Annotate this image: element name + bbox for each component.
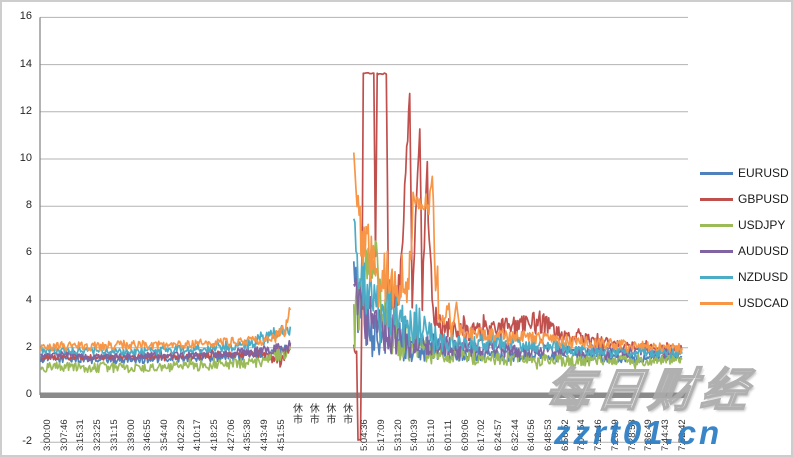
x-tick-label-29: 6:40:56 bbox=[526, 419, 538, 451]
x-tick-label-11: 4:27:06 bbox=[225, 419, 237, 451]
x-tick-label-35: 7:28:58 bbox=[626, 419, 638, 451]
x-tick-label-22: 5:40:39 bbox=[409, 419, 421, 451]
x-tick-label-3: 3:23:25 bbox=[92, 419, 104, 451]
x-tick-label-8: 4:02:29 bbox=[175, 419, 187, 451]
x-tick-label-9: 4:10:17 bbox=[192, 419, 204, 451]
x-tick-label-15: 休市 bbox=[290, 403, 302, 425]
x-tick-label-20: 5:17:09 bbox=[376, 419, 387, 451]
x-tick-label-23: 5:51:10 bbox=[426, 419, 438, 451]
y-tick-label-6: 6 bbox=[25, 246, 32, 259]
y-tick-label--2: -2 bbox=[22, 435, 32, 448]
x-tick-label-10: 4:18:25 bbox=[209, 419, 220, 451]
x-tick-label-26: 6:17:02 bbox=[476, 419, 488, 451]
x-tick-label-5: 3:39:00 bbox=[125, 419, 137, 451]
series-line-audusd-b bbox=[353, 277, 682, 361]
legend-label-eurusd: EURUSD bbox=[738, 166, 789, 180]
y-tick-label-0: 0 bbox=[25, 388, 32, 400]
series-line-nzdusd-a bbox=[40, 324, 292, 356]
x-tick-label-7: 3:54:40 bbox=[158, 419, 170, 451]
legend-line-swatch-gbpusd bbox=[700, 197, 733, 201]
legend-line-swatch-usdcad bbox=[700, 301, 733, 305]
y-tick-label-4: 4 bbox=[25, 293, 32, 306]
x-tick-label-38: 7:52:42 bbox=[676, 419, 688, 451]
legend-line-swatch-audusd bbox=[700, 249, 733, 253]
legend: EURUSD GBPUSD USDJPY AUDUSD NZDUSD USDCAD bbox=[700, 160, 789, 316]
x-tick-label-14: 4:51:55 bbox=[275, 419, 287, 451]
legend-item-usdcad[interactable]: USDCAD bbox=[700, 290, 789, 316]
legend-line-swatch-nzdusd bbox=[700, 275, 733, 279]
series-line-audusd-a bbox=[40, 339, 292, 363]
legend-label-usdcad: USDCAD bbox=[738, 296, 789, 310]
y-tick-label-12: 12 bbox=[19, 104, 32, 117]
legend-label-gbpusd: GBPUSD bbox=[738, 192, 789, 206]
y-tick-label-10: 10 bbox=[19, 152, 32, 164]
x-tick-label-1: 3:07:46 bbox=[58, 419, 70, 451]
x-tick-label-25: 6:09:06 bbox=[459, 419, 471, 451]
x-axis-zero-line bbox=[40, 392, 688, 398]
x-tick-label-24: 6:01:11 bbox=[442, 420, 454, 451]
x-tick-label-33: 7:12:46 bbox=[593, 419, 605, 451]
x-tick-label-30: 6:48:53 bbox=[543, 419, 554, 451]
x-tick-label-17: 休市 bbox=[323, 403, 335, 425]
x-tick-label-13: 4:43:49 bbox=[259, 419, 271, 451]
y-tick-label-8: 8 bbox=[25, 199, 32, 212]
x-tick-label-18: 休市 bbox=[340, 403, 352, 425]
x-tick-label-21: 5:31:20 bbox=[392, 419, 404, 451]
legend-line-swatch-usdjpy bbox=[700, 223, 733, 227]
x-tick-label-34: 7:20:49 bbox=[609, 419, 621, 451]
x-tick-label-6: 3:46:55 bbox=[142, 419, 154, 451]
x-tick-label-31: 6:56:52 bbox=[559, 419, 571, 451]
x-tick-label-2: 3:15:31 bbox=[75, 419, 87, 451]
legend-label-usdjpy: USDJPY bbox=[738, 218, 786, 232]
series-line-usdcad-b bbox=[352, 152, 683, 355]
y-tick-label-16: 16 bbox=[19, 10, 32, 23]
x-tick-label-0: 3:00:00 bbox=[42, 419, 53, 451]
x-tick-label-37: 7:44:43 bbox=[659, 419, 671, 451]
x-tick-label-28: 6:32:44 bbox=[509, 419, 521, 451]
legend-label-nzdusd: NZDUSD bbox=[738, 270, 788, 284]
legend-item-nzdusd[interactable]: NZDUSD bbox=[700, 264, 789, 290]
legend-item-audusd[interactable]: AUDUSD bbox=[700, 238, 789, 264]
x-tick-label-19: 5:04:36 bbox=[359, 419, 371, 451]
x-tick-label-27: 6:24:57 bbox=[492, 419, 504, 451]
legend-item-usdjpy[interactable]: USDJPY bbox=[700, 212, 789, 238]
legend-item-eurusd[interactable]: EURUSD bbox=[700, 160, 789, 186]
x-tick-label-4: 3:31:15 bbox=[108, 419, 120, 451]
y-tick-label-14: 14 bbox=[19, 57, 32, 70]
series-line-usdcad-a bbox=[39, 307, 292, 352]
series-line-gbpusd-b bbox=[352, 72, 683, 441]
legend-item-gbpusd[interactable]: GBPUSD bbox=[700, 186, 789, 212]
legend-line-swatch-eurusd bbox=[700, 171, 733, 175]
x-tick-label-16: 休市 bbox=[307, 403, 319, 425]
x-tick-label-32: 7:04:54 bbox=[576, 419, 588, 451]
y-tick-label-2: 2 bbox=[25, 340, 32, 353]
x-tick-label-36: 7:36:49 bbox=[643, 419, 655, 451]
x-tick-label-12: 4:35:38 bbox=[242, 419, 254, 451]
legend-label-audusd: AUDUSD bbox=[738, 244, 789, 258]
series-line-usdjpy-a bbox=[39, 345, 292, 374]
